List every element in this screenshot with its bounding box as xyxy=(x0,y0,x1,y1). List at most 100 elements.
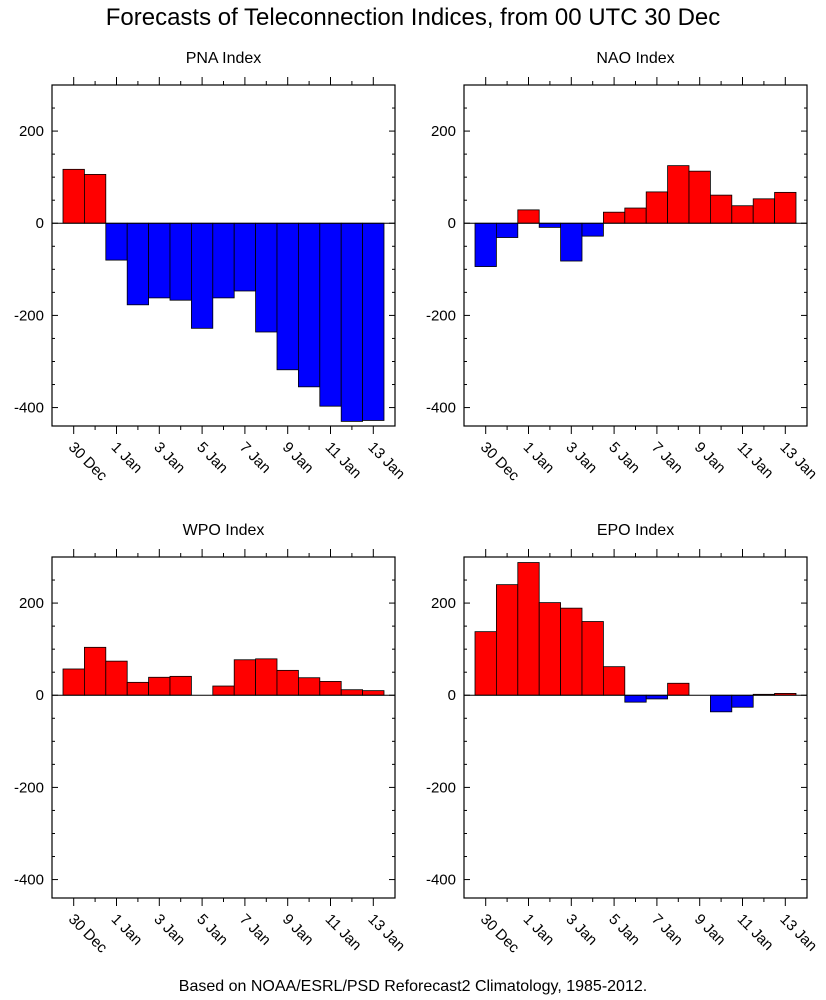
y-tick-label: -400 xyxy=(14,400,44,417)
y-tick-label: -200 xyxy=(426,307,456,324)
x-tick-label: 11 Jan xyxy=(734,911,777,954)
y-tick-label: 200 xyxy=(19,595,44,612)
y-tick-label: 200 xyxy=(431,595,456,612)
x-tick-label: 9 Jan xyxy=(691,911,729,949)
panel-title: PNA Index xyxy=(186,50,262,67)
bar-30-dec xyxy=(62,168,85,224)
x-tick-label: 13 Jan xyxy=(364,439,408,483)
y-tick-label: -400 xyxy=(426,400,456,417)
x-tick-label: 13 Jan xyxy=(776,911,820,955)
x-tick-label: 3 Jan xyxy=(562,439,600,477)
x-tick-label: 1 Jan xyxy=(520,439,558,477)
bar-5-jan xyxy=(190,222,214,329)
bar-11-jan xyxy=(731,694,754,708)
bar-4-jan xyxy=(581,222,604,237)
x-tick-label: 13 Jan xyxy=(776,439,820,483)
bar-6-jan xyxy=(624,207,647,224)
bar-3-jan xyxy=(148,676,171,696)
bar-6-jan xyxy=(624,694,647,703)
bar-2-jan xyxy=(538,222,562,228)
bar-13-jan xyxy=(774,191,797,224)
bar-11-jan xyxy=(319,681,342,696)
plot-frame xyxy=(463,84,808,427)
x-tick-label: 1 Jan xyxy=(520,911,558,949)
bar-1-jan xyxy=(105,660,128,696)
y-tick-label: -400 xyxy=(14,872,44,889)
bar-7-jan xyxy=(645,191,669,224)
bar-3-jan xyxy=(560,222,583,262)
bar-9-jan xyxy=(276,669,299,696)
x-tick-label: 9 Jan xyxy=(279,439,317,477)
x-tick-label: 5 Jan xyxy=(605,911,643,949)
bar-4-jan xyxy=(169,222,192,301)
bar-5-jan xyxy=(603,666,626,696)
bar-13-jan xyxy=(362,222,385,421)
footer-note: Based on NOAA/ESRL/PSD Reforecast2 Clima… xyxy=(178,978,648,995)
y-tick-label: 0 xyxy=(36,687,44,704)
bar-31-dec xyxy=(84,173,107,224)
x-tick-label: 5 Jan xyxy=(193,439,231,477)
bar-8-jan xyxy=(667,165,690,224)
bar-7-jan xyxy=(645,694,669,700)
y-tick-label: 0 xyxy=(448,687,456,704)
bar-4-jan xyxy=(581,621,604,696)
x-tick-label: 11 Jan xyxy=(322,439,365,482)
bar-12-jan xyxy=(752,198,776,224)
bar-31-dec xyxy=(495,222,519,238)
bar-4-jan xyxy=(169,675,192,696)
panel-title: WPO Index xyxy=(183,522,265,539)
bar-2-jan xyxy=(538,602,562,696)
x-tick-label: 3 Jan xyxy=(562,911,600,949)
x-tick-label: 11 Jan xyxy=(322,911,365,954)
x-tick-label: 5 Jan xyxy=(605,439,643,477)
bar-10-jan xyxy=(710,694,733,713)
plot-frame xyxy=(51,556,396,899)
y-tick-label: -200 xyxy=(14,779,44,796)
bar-9-jan xyxy=(688,170,711,224)
bar-13-jan xyxy=(362,690,385,696)
bar-10-jan xyxy=(710,194,733,224)
x-tick-label: 7 Jan xyxy=(236,911,274,949)
bar-6-jan xyxy=(212,222,235,299)
bar-7-jan xyxy=(233,222,256,292)
bar-2-jan xyxy=(126,681,149,696)
bar-1-jan xyxy=(105,222,128,261)
bar-30-dec xyxy=(62,668,85,696)
x-tick-label: 5 Jan xyxy=(193,911,231,949)
panel-title: NAO Index xyxy=(596,50,674,67)
x-tick-label: 30 Dec xyxy=(477,911,523,957)
bar-31-dec xyxy=(84,646,107,696)
bar-2-jan xyxy=(126,222,149,306)
x-tick-label: 3 Jan xyxy=(150,439,188,477)
bar-10-jan xyxy=(297,222,321,388)
bar-8-jan xyxy=(255,658,278,696)
bar-12-jan xyxy=(340,689,364,696)
bar-8-jan xyxy=(667,682,690,696)
y-tick-label: -200 xyxy=(14,307,44,324)
y-tick-label: 200 xyxy=(19,123,44,140)
x-tick-label: 30 Dec xyxy=(65,911,111,957)
main-title: Forecasts of Teleconnection Indices, fro… xyxy=(105,4,721,31)
bar-31-dec xyxy=(495,584,519,696)
bar-7-jan xyxy=(233,659,256,696)
bar-6-jan xyxy=(212,685,235,696)
x-tick-label: 9 Jan xyxy=(691,439,729,477)
x-tick-label: 1 Jan xyxy=(108,439,146,477)
bar-3-jan xyxy=(560,607,583,696)
x-tick-label: 11 Jan xyxy=(734,439,777,482)
y-tick-label: -200 xyxy=(426,779,456,796)
bar-11-jan xyxy=(319,222,342,407)
bar-9-jan xyxy=(276,222,299,371)
bar-11-jan xyxy=(731,205,754,224)
bar-30-dec xyxy=(474,631,497,696)
bar-30-dec xyxy=(474,222,497,267)
y-tick-label: -400 xyxy=(426,872,456,889)
bar-1-jan xyxy=(517,209,540,224)
x-tick-label: 3 Jan xyxy=(150,911,188,949)
y-tick-label: 0 xyxy=(36,215,44,232)
